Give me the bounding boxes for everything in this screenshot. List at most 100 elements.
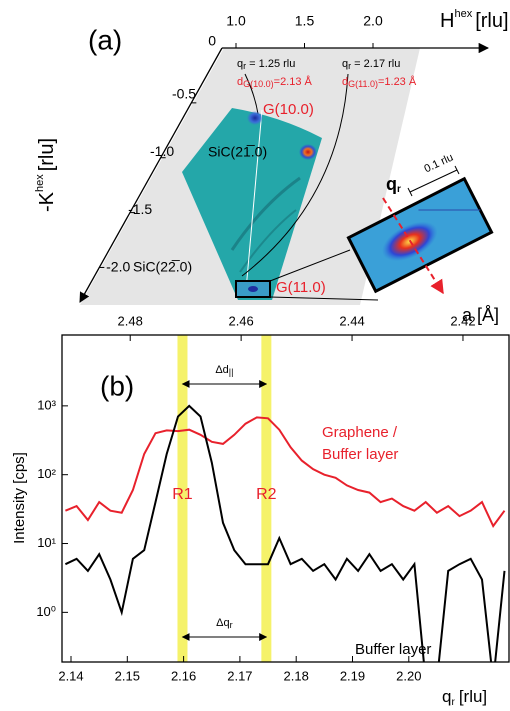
q-direction (245, 109, 263, 291)
h-tick-label: 1.0 (226, 13, 246, 29)
streak (230, 176, 301, 251)
peak-label: G(11.0) (276, 279, 326, 296)
x2-tick-label: 2.46 (228, 313, 253, 328)
scale-bar (407, 187, 413, 197)
y-tick-label: 10⁰ (36, 604, 56, 619)
h-axis-label: Hhex [rlu] (440, 8, 509, 32)
x-tick-label: 2.15 (115, 668, 140, 683)
scale-bar (454, 165, 460, 175)
panel-label: (b) (100, 370, 134, 401)
ann-sub: r (243, 61, 246, 71)
scale-bar (409, 169, 458, 193)
panel-b: (b) Intensity [cps] qr [rlu] a [Å] R1 R2Δd… (11, 305, 510, 708)
k-name: -K (36, 191, 58, 212)
zoom-line (269, 296, 379, 301)
x-tick-label: 2.18 (284, 668, 309, 683)
series-line (65, 416, 506, 528)
x-sub: r (451, 697, 455, 708)
k-tick-label: -2.0 (106, 259, 130, 275)
x-tick-label: 2.14 (58, 668, 83, 683)
q-circle (241, 73, 349, 277)
h-name: H (440, 10, 454, 32)
x2-tick-label: 2.48 (118, 313, 143, 328)
x2-tick-label: 2.42 (450, 313, 475, 328)
inset-sub: r (397, 184, 401, 195)
delta-label: Δd|| (215, 364, 233, 377)
k-axis (79, 47, 223, 303)
spot (247, 111, 263, 125)
legend-entry: Graphene / (322, 424, 398, 441)
inset-label: qr (386, 174, 401, 195)
x-tick-label: 2.19 (340, 668, 365, 683)
x-tick-label: 2.17 (227, 668, 252, 683)
ann-sub: G(11.0) (348, 79, 378, 89)
x-tick-label: 2.16 (171, 668, 196, 683)
y-tick-label: 10³ (37, 397, 56, 412)
ann-text: = 1.25 rlu (246, 58, 295, 70)
annotation: dG(11.0)=1.23 Å (342, 75, 417, 89)
h-tick-label: 1.5 (295, 13, 315, 29)
band (261, 335, 272, 662)
band (177, 335, 188, 662)
ann-text: = 2.17 rlu (351, 58, 400, 70)
annotation: qr = 2.17 rlu (342, 58, 400, 71)
ann-main: d (342, 76, 348, 88)
k-tick-label: -1.0 (150, 143, 174, 159)
qr-arrow (382, 197, 444, 295)
panel-a: (a) Hhex [rlu] -Khex[rlu] qr = 1.25 rlu d… (34, 8, 509, 305)
scale-label: 0.1 rlu (422, 152, 455, 176)
delta-sub: r (230, 620, 233, 630)
spot (248, 286, 258, 292)
y-tick-label: 10² (37, 466, 56, 481)
x-tick-label: 2.20 (396, 668, 421, 683)
inset-streak (418, 209, 481, 211)
k-sup: hex (34, 174, 46, 192)
x-unit: [rlu] (459, 687, 487, 706)
inset (346, 176, 494, 294)
zoom-line (269, 249, 351, 282)
delta-main: Δd (215, 364, 228, 376)
x2-axis-label: a [Å] (462, 305, 499, 325)
band-label: R1 (172, 486, 193, 503)
legend-entry: Buffer layer (322, 446, 398, 463)
k-unit: [rlu] (36, 138, 58, 171)
peak-label: G(10.0) (263, 101, 314, 118)
k-tick-label: -0.5 (172, 85, 196, 101)
peak-label: SiC(21̅.0) (208, 144, 267, 160)
h-sup: hex (454, 8, 472, 20)
x2-tick-label: 2.44 (339, 313, 364, 328)
y-tick-label: 10¹ (37, 535, 56, 550)
annotation: qr = 1.25 rlu (237, 58, 295, 71)
x-axis-label: qr [rlu] (442, 687, 487, 707)
x-main: q (442, 687, 451, 706)
delta-sub: || (229, 367, 234, 377)
h-tick-label: 2.0 (363, 13, 383, 29)
k-tick-label: -1.5 (128, 201, 152, 217)
ann-text: =2.13 Å (274, 75, 313, 88)
series-line (64, 404, 506, 662)
h-unit: [rlu] (475, 10, 508, 32)
diffraction-map (182, 108, 322, 300)
legend-entry: Buffer layer (355, 641, 431, 658)
peak-label: SiC(22̅.0) (133, 259, 192, 275)
streak (239, 209, 297, 273)
plot-area (64, 404, 506, 662)
ann-sub: G(10.0) (243, 79, 274, 89)
ann-main: d (237, 76, 243, 88)
ann-text: =1.23 Å (378, 75, 417, 88)
k-axis-label: -Khex [rlu] (34, 138, 58, 212)
panel-label: (a) (88, 24, 122, 55)
spot (299, 144, 317, 160)
ann-main: q (342, 58, 348, 70)
k-tick-label: 0 (208, 33, 216, 49)
band-label: R2 (256, 486, 277, 503)
q-circle (244, 73, 259, 115)
ann-sub: r (348, 61, 351, 71)
plot-frame (61, 334, 510, 663)
annotation: dG(10.0)=2.13 Å (237, 75, 313, 89)
ann-main: q (237, 58, 243, 70)
y-axis-label: Intensity [cps] (11, 452, 28, 544)
delta-label: Δqr (216, 617, 232, 630)
